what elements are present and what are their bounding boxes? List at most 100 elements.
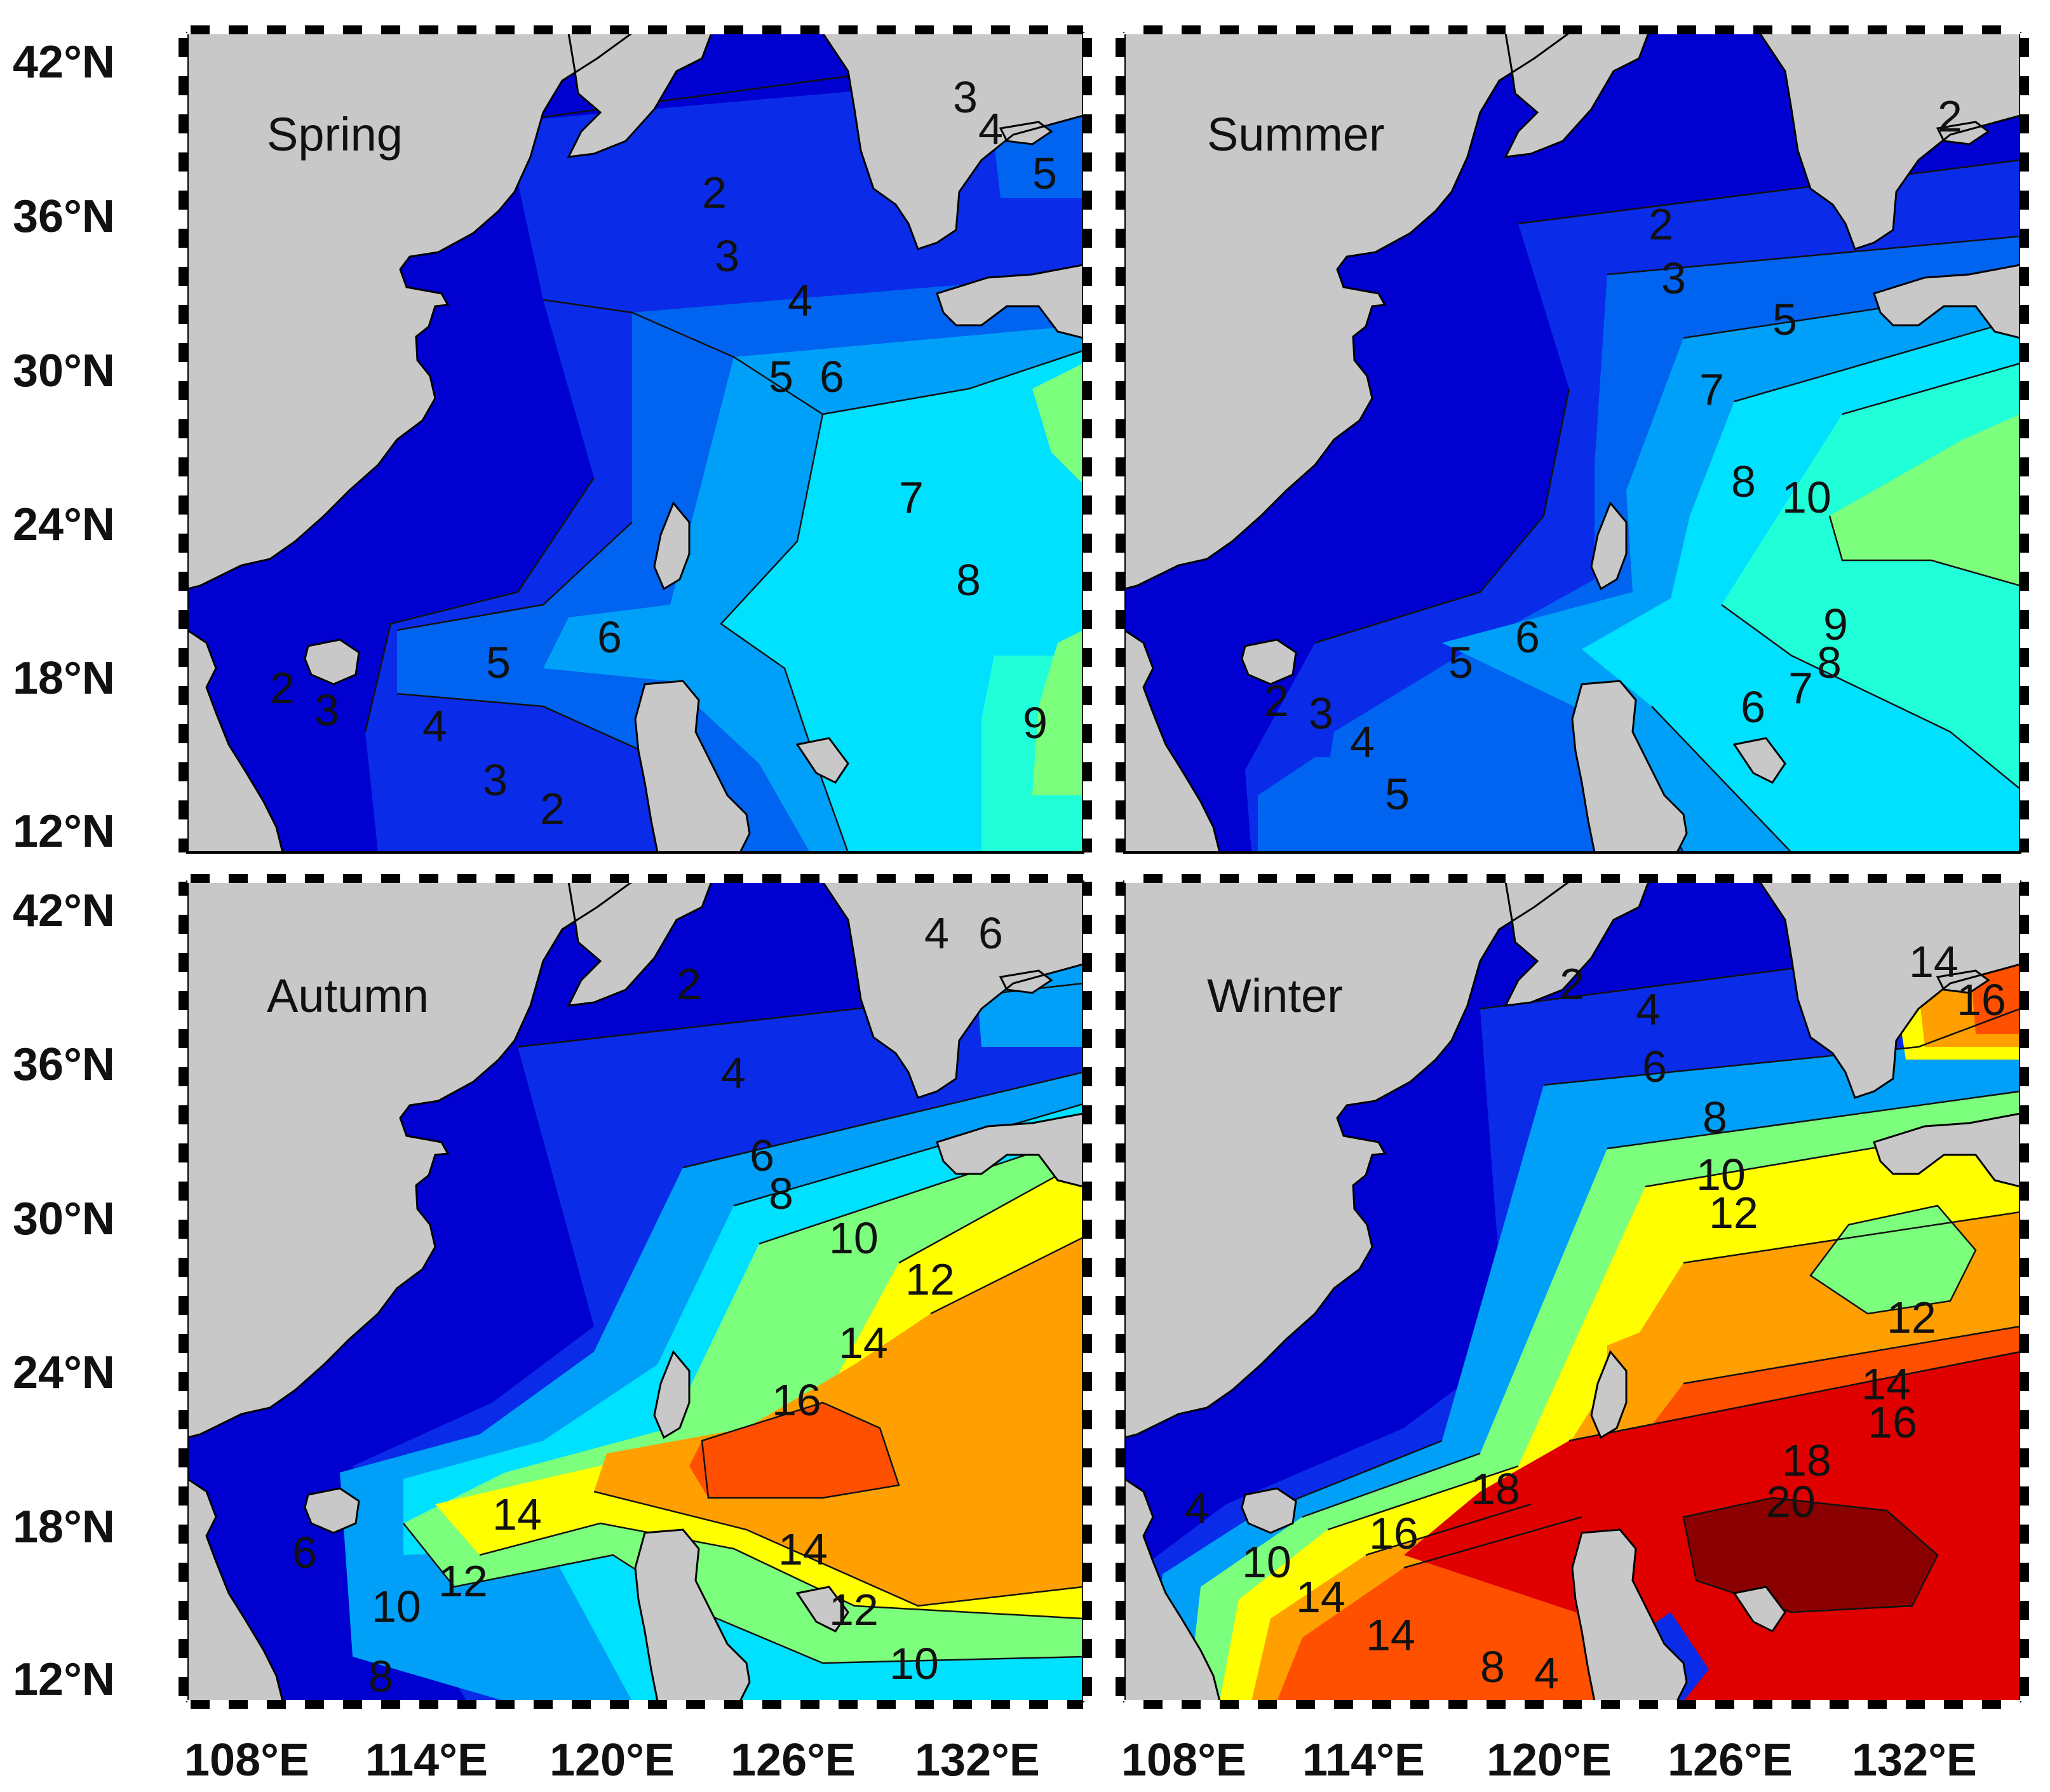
contour-label: 16 <box>1369 1509 1419 1558</box>
contour-label: 4 <box>1185 1483 1210 1533</box>
contour-label: 5 <box>1385 769 1410 819</box>
contour-label: 12 <box>905 1255 955 1304</box>
contour-label: 2 <box>677 959 701 1009</box>
lon-tick: 114°E <box>1302 1735 1425 1786</box>
panel-autumn: Autumn 4 6 2 4 6 8 10 12 14 16 14 14 12 … <box>186 880 1084 1702</box>
contour-label: 7 <box>1699 365 1724 414</box>
season-label: Spring <box>267 108 403 161</box>
contour-label: 5 <box>769 352 793 401</box>
contour-label: 2 <box>1938 91 1962 141</box>
contour-label: 18 <box>1471 1464 1520 1514</box>
lon-tick: 108°E <box>1121 1735 1246 1786</box>
contour-label: 10 <box>1782 473 1831 522</box>
contour-label: 6 <box>1515 612 1540 662</box>
contour-label: 10 <box>889 1639 939 1688</box>
lon-tick: 132°E <box>1852 1735 1977 1786</box>
contour-label: 5 <box>1032 149 1057 198</box>
lon-tick: 126°E <box>1668 1735 1793 1786</box>
lon-tick: 126°E <box>731 1735 856 1786</box>
lat-tick: 42°N <box>13 37 115 88</box>
contour-label: 14 <box>492 1490 542 1539</box>
contour-label: 12 <box>1709 1188 1758 1237</box>
contour-label: 4 <box>924 908 949 958</box>
contour-label: 4 <box>422 701 447 751</box>
lat-tick: 36°N <box>13 1039 115 1090</box>
contour-label: 7 <box>899 473 924 522</box>
contour-label: 16 <box>772 1375 821 1425</box>
lat-tick: 18°N <box>13 653 115 704</box>
contour-label: 9 <box>1023 698 1048 748</box>
contour-labels: 2 4 6 8 10 12 14 16 12 14 16 18 20 18 16… <box>1185 937 2006 1698</box>
lat-tick: 30°N <box>13 346 115 396</box>
contour-label: 2 <box>270 663 295 713</box>
contour-labels: 4 6 2 4 6 8 10 12 14 16 14 14 12 10 6 12… <box>292 908 1003 1701</box>
contour-label: 2 <box>1649 199 1673 249</box>
lat-tick: 42°N <box>13 886 115 936</box>
contour-label: 6 <box>819 352 844 401</box>
contour-label: 8 <box>956 555 981 605</box>
contour-label: 4 <box>721 1048 746 1098</box>
contour-label: 5 <box>486 638 511 687</box>
contour-label: 6 <box>1642 1042 1667 1091</box>
contour-label: 10 <box>372 1582 421 1631</box>
contour-label: 14 <box>1909 937 1959 987</box>
contour-label: 4 <box>788 276 813 325</box>
lon-tick: 108°E <box>184 1735 309 1786</box>
contour-label: 14 <box>1366 1610 1415 1660</box>
contour-label: 12 <box>829 1585 879 1634</box>
contour-label: 8 <box>1731 457 1756 506</box>
contour-label: 3 <box>715 231 739 281</box>
panel-spring: Spring 3 4 5 2 3 4 5 6 7 8 6 5 2 3 4 3 2… <box>186 32 1084 854</box>
contour-label: 2 <box>1560 959 1584 1009</box>
contour-label: 8 <box>368 1652 393 1701</box>
season-label: Winter <box>1207 969 1343 1022</box>
contour-label: 8 <box>769 1169 793 1218</box>
contour-label: 4 <box>1636 985 1661 1034</box>
lat-tick: 24°N <box>13 1347 115 1398</box>
contour-label: 12 <box>1887 1293 1936 1342</box>
panel-winter: Winter 2 4 6 8 10 12 14 16 12 14 16 18 2… <box>1123 880 2021 1702</box>
contour-label: 6 <box>597 612 622 662</box>
contour-label: 12 <box>438 1556 488 1606</box>
contour-label: 14 <box>778 1525 828 1574</box>
contour-label: 4 <box>978 104 1003 154</box>
season-label: Autumn <box>267 969 429 1022</box>
lat-tick: 18°N <box>13 1502 115 1553</box>
lon-tick: 120°E <box>550 1735 675 1786</box>
contour-label: 3 <box>953 72 978 122</box>
contour-label: 5 <box>1772 295 1797 344</box>
contour-label: 16 <box>1868 1398 1917 1447</box>
latitude-axis-top: 42°N 36°N 30°N 24°N 18°N 12°N <box>13 37 115 857</box>
contour-label: 16 <box>1957 975 2006 1025</box>
longitude-axis-right: 108°E 114°E 120°E 126°E 132°E <box>1121 1735 1977 1786</box>
lat-tick: 24°N <box>13 499 115 550</box>
lat-tick: 12°N <box>13 1654 115 1705</box>
map-frame-borders <box>179 25 2029 1709</box>
latitude-axis-bottom: 42°N 36°N 30°N 24°N 18°N 12°N <box>13 886 115 1705</box>
season-label: Summer <box>1207 108 1385 161</box>
contour-label: 18 <box>1782 1436 1831 1485</box>
contour-label: 5 <box>1448 638 1473 687</box>
lon-tick: 114°E <box>365 1735 488 1786</box>
contour-labels: 2 2 3 5 7 8 10 9 8 7 6 6 5 2 3 4 5 <box>1264 91 1962 819</box>
contour-label: 3 <box>1309 689 1333 738</box>
contour-label: 4 <box>1534 1648 1559 1698</box>
contour-label: 6 <box>292 1528 317 1577</box>
contour-label: 9 <box>1823 600 1848 649</box>
longitude-axis-left: 108°E 114°E 120°E 126°E 132°E <box>184 1735 1040 1786</box>
contour-label: 4 <box>1350 717 1375 767</box>
contour-label: 3 <box>314 685 339 735</box>
lat-tick: 36°N <box>13 191 115 242</box>
contour-label: 8 <box>1480 1642 1505 1692</box>
contour-label: 10 <box>1242 1537 1291 1587</box>
contour-label: 14 <box>1861 1359 1911 1409</box>
contour-label: 2 <box>702 168 727 217</box>
contour-label: 6 <box>750 1131 774 1180</box>
contour-label: 2 <box>540 784 565 833</box>
contour-labels: 3 4 5 2 3 4 5 6 7 8 6 5 2 3 4 3 2 9 <box>270 72 1057 833</box>
contour-label: 14 <box>1296 1572 1345 1622</box>
contour-label: 10 <box>829 1213 879 1263</box>
contour-label: 3 <box>483 755 508 805</box>
contour-label: 20 <box>1766 1477 1816 1526</box>
